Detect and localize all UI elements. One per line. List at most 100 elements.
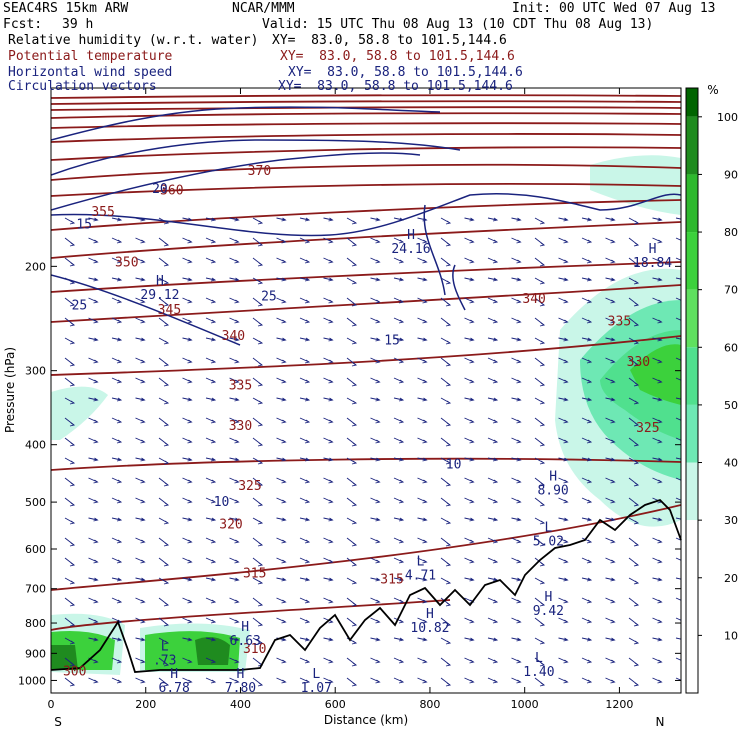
wind-arrow	[323, 457, 334, 462]
wind-arrow	[158, 317, 170, 327]
wind-arrow	[182, 497, 193, 504]
x-axis-label: Distance (km)	[324, 713, 408, 727]
wind-arrow	[346, 257, 358, 267]
wind-arrow	[393, 557, 405, 564]
wind-arrow	[487, 517, 499, 522]
wind-arrow	[158, 237, 170, 247]
wind-arrow	[605, 377, 616, 384]
wind-arrow	[487, 497, 499, 504]
extremum-value: 4.71	[405, 569, 436, 584]
wind-arrow	[158, 297, 170, 307]
wind-arrow	[370, 637, 381, 642]
y-tick-label: 600	[25, 543, 46, 556]
wind-arrow	[182, 477, 193, 484]
extremum-value: 5.02	[533, 534, 564, 549]
wind-arrow	[158, 617, 170, 627]
wind-arrow	[534, 597, 546, 607]
wind-arrow	[205, 537, 217, 544]
wind-arrow	[135, 617, 146, 624]
extremum-value: 29.12	[140, 288, 179, 303]
colorbar-swatch	[686, 404, 698, 463]
wind-arrow	[252, 677, 264, 687]
wind-arrow	[276, 437, 287, 444]
wind-arrow	[88, 257, 99, 264]
colorbar-swatch	[686, 347, 698, 405]
wind-arrow	[393, 437, 405, 444]
wind-arrow	[64, 457, 76, 465]
wind-arrow	[205, 377, 217, 384]
wind-arrow	[111, 577, 123, 582]
wind-arrow	[370, 357, 381, 364]
extremum-type: H	[544, 590, 552, 605]
wind-arrow	[135, 217, 146, 222]
wind-arrow	[558, 457, 569, 462]
wind-arrow	[182, 637, 193, 642]
wind-arrow	[581, 437, 593, 444]
wind-arrow	[252, 437, 264, 447]
wind-arrow	[64, 637, 76, 645]
wind-arrow	[252, 377, 264, 387]
wind-arrow	[628, 217, 640, 225]
wind-arrow	[511, 597, 522, 604]
wind-arrow	[276, 597, 287, 604]
wind-arrow	[393, 657, 405, 664]
wind-arrow	[534, 657, 546, 667]
theta-label: 320	[219, 517, 242, 532]
wind-arrow	[205, 477, 217, 484]
wind-arrow	[417, 217, 428, 222]
wind-arrow	[534, 517, 546, 525]
extremum-value: 24.16	[391, 242, 430, 257]
wind-arrow	[111, 317, 123, 324]
wind-arrow	[64, 597, 76, 607]
wind-arrow	[205, 417, 217, 424]
wind-arrow	[205, 457, 217, 462]
wind-arrow	[158, 257, 170, 267]
wind-arrow	[158, 457, 170, 465]
wind-arrow	[299, 237, 311, 244]
wind-arrow	[581, 397, 593, 402]
wind-arrow	[440, 517, 452, 525]
wind-arrow	[417, 337, 428, 342]
wind-arrow	[323, 317, 334, 324]
wind-arrow	[229, 297, 240, 304]
wind-arrow	[511, 457, 522, 462]
wind-arrow	[534, 617, 546, 627]
wind-arrow	[652, 417, 663, 424]
wind-arrow	[487, 617, 499, 624]
wind-arrow	[511, 397, 522, 402]
wind-arrow	[276, 257, 287, 264]
wind-arrow	[487, 397, 499, 402]
theta-label: 360	[160, 184, 183, 199]
wind-arrow	[652, 357, 663, 364]
wind-label: 10	[446, 457, 462, 472]
wind-arrow	[628, 477, 640, 487]
wind-arrow	[487, 597, 499, 604]
wind-arrow	[534, 257, 546, 267]
wind-arrow	[252, 277, 264, 285]
wind-arrow	[511, 337, 522, 342]
extremum-type: H	[649, 242, 657, 257]
wind-arrow	[417, 617, 428, 624]
wind-arrow	[276, 617, 287, 624]
wind-arrow	[417, 637, 428, 642]
wind-arrow	[229, 457, 240, 462]
wind-arrow	[581, 657, 593, 664]
wind-arrow	[135, 637, 146, 642]
wind-arrow	[464, 337, 475, 342]
wind-arrow	[64, 677, 76, 687]
theta-label: 330	[229, 419, 252, 434]
wind-arrow	[323, 297, 334, 304]
wind-arrow	[299, 657, 311, 664]
wind-arrow	[464, 417, 475, 424]
theta-label: 345	[158, 303, 181, 318]
wind-arrow	[252, 577, 264, 585]
wind-arrow	[135, 597, 146, 604]
wind-arrow	[464, 397, 475, 402]
wind-arrow	[64, 617, 76, 627]
wind-arrow	[581, 317, 593, 324]
wind-arrow	[346, 677, 358, 687]
wind-arrow	[158, 277, 170, 285]
y-tick-label: 200	[25, 260, 46, 273]
wind-arrow	[323, 237, 334, 244]
wind-arrow	[64, 657, 76, 667]
